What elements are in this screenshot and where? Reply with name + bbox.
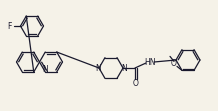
Text: N: N bbox=[121, 63, 127, 72]
Text: O: O bbox=[133, 78, 139, 87]
Text: O: O bbox=[171, 59, 177, 68]
Text: N: N bbox=[42, 65, 48, 74]
Text: N: N bbox=[95, 63, 101, 72]
Text: F: F bbox=[7, 22, 12, 31]
Text: HN: HN bbox=[144, 57, 156, 66]
